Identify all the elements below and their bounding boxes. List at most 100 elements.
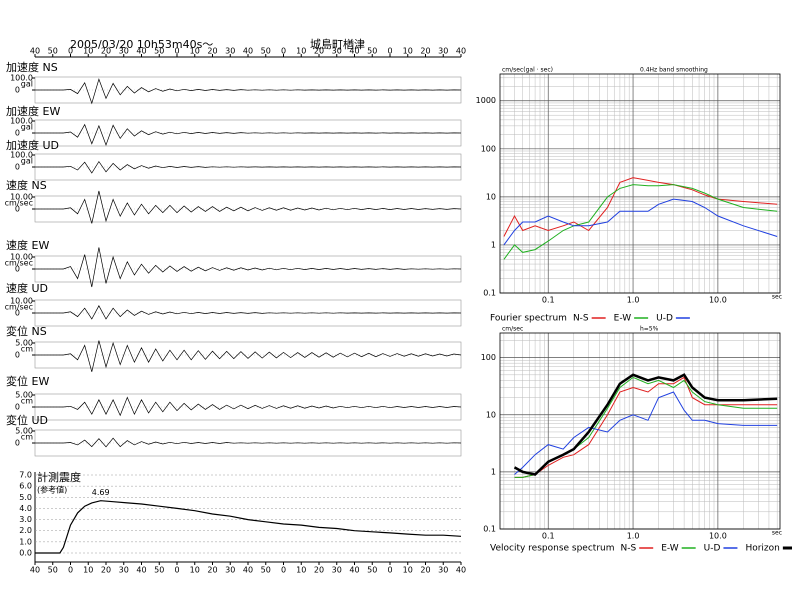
x-tick-label: 0.1	[542, 296, 555, 305]
x-tick-label: 1.0	[627, 532, 640, 541]
legend-label: U-D	[704, 544, 721, 554]
time-tick-label: 0	[68, 566, 73, 575]
trace-name: 加速度 UD	[6, 138, 59, 152]
x-tick-label: 10.0	[709, 296, 727, 305]
time-tick-label: 30	[438, 47, 448, 56]
waveform	[35, 160, 462, 174]
legend-label: E-W	[661, 544, 679, 554]
time-tick-label: 50	[367, 47, 377, 56]
time-tick-label: 40	[456, 566, 466, 575]
time-tick-label: 10	[296, 47, 306, 56]
y-tick-label: 100	[481, 144, 496, 153]
intensity-subtitle: (参考値)	[37, 485, 67, 495]
time-tick-label: 30	[438, 566, 448, 575]
time-tick-label: 30	[119, 566, 129, 575]
trace-name: 速度 NS	[6, 178, 47, 192]
scale-label: 0	[15, 205, 20, 214]
time-tick-label: 40	[30, 47, 40, 56]
y-tick-label: 10	[486, 410, 496, 419]
waveform	[35, 396, 462, 417]
time-tick-label: 50	[261, 566, 271, 575]
time-tick-label: 50	[367, 566, 377, 575]
time-tick-label: 30	[225, 566, 235, 575]
time-tick-label: 10	[403, 566, 413, 575]
scale-unit: gal	[21, 80, 33, 89]
time-tick-label: 20	[207, 47, 217, 56]
time-tick-label: 20	[101, 566, 111, 575]
waveform	[35, 340, 462, 372]
scale-unit: cm/sec	[5, 259, 33, 268]
x-axis-label: sec	[772, 294, 782, 301]
scale-label: 0	[15, 351, 20, 360]
scale-label: 100.0	[10, 74, 33, 83]
time-tick-label: 40	[136, 566, 146, 575]
scale-label: 5.00	[15, 391, 33, 400]
waveform	[35, 78, 462, 105]
y-tick-label: 1	[491, 240, 496, 249]
time-tick-label: 10	[190, 47, 200, 56]
waveform	[35, 437, 462, 448]
y-tick-label: 1000	[476, 96, 496, 105]
scale-unit: gal	[21, 123, 33, 132]
time-tick-label: 20	[314, 566, 324, 575]
scale-label: 0	[15, 129, 20, 138]
time-tick-label: 20	[207, 566, 217, 575]
time-tick-label: 40	[349, 566, 359, 575]
y-tick-label: 6.0	[19, 482, 32, 491]
time-tick-label: 30	[332, 47, 342, 56]
y-tick-label: 0.1	[483, 289, 496, 298]
intensity-line	[35, 500, 462, 554]
y-tick-label: 1.0	[19, 537, 32, 546]
plot-frame	[499, 332, 781, 530]
spectrum-line	[514, 376, 778, 478]
waveform	[35, 123, 462, 147]
scale-unit: cm/sec	[5, 199, 33, 208]
trace-name: 変位 EW	[6, 374, 49, 388]
time-tick-label: 50	[154, 47, 164, 56]
y-tick-label: 5.0	[19, 493, 32, 502]
spectrum-line	[503, 198, 778, 246]
trace-name: 速度 UD	[6, 281, 48, 295]
trace-name: 速度 EW	[6, 238, 49, 252]
legend-title: Velocity response spectrum	[490, 544, 615, 554]
time-tick-label: 0	[68, 47, 73, 56]
waveform	[35, 305, 462, 320]
time-tick-label: 20	[314, 47, 324, 56]
x-tick-label: 10.0	[709, 532, 727, 541]
waveform	[35, 190, 462, 224]
scale-label: 10.00	[10, 297, 33, 306]
y-tick-label: 0.1	[483, 525, 496, 534]
scale-unit: gal	[21, 157, 33, 166]
time-tick-label: 50	[48, 566, 58, 575]
trace-name: 加速度 EW	[6, 104, 60, 118]
y-tick-label: 4.0	[19, 504, 32, 513]
legend-label: U-D	[656, 314, 673, 324]
time-tick-label: 30	[225, 47, 235, 56]
spectrum-line	[513, 373, 778, 476]
time-tick-label: 30	[332, 566, 342, 575]
scale-label: 0	[15, 86, 20, 95]
scale-label: 0	[15, 265, 20, 274]
time-tick-label: 0	[281, 566, 286, 575]
y-tick-label: 0.0	[19, 549, 32, 558]
time-tick-label: 10	[403, 47, 413, 56]
time-tick-label: 10	[83, 566, 93, 575]
time-tick-label: 20	[101, 47, 111, 56]
spectrum-line	[503, 184, 778, 260]
trace-name: 変位 UD	[6, 413, 48, 427]
plot-frame	[499, 73, 781, 294]
scale-label: 0	[15, 439, 20, 448]
chart-subtitle: h=5%	[640, 326, 659, 333]
time-tick-label: 0	[174, 47, 179, 56]
y-tick-label: 10	[486, 192, 496, 201]
time-tick-label: 0	[174, 566, 179, 575]
scale-label: 5.00	[15, 339, 33, 348]
legend-label: Horizon	[745, 544, 779, 554]
peak-label: 4.69	[92, 488, 110, 497]
scale-label: 0	[15, 403, 20, 412]
time-tick-label: 20	[420, 566, 430, 575]
time-tick-label: 50	[261, 47, 271, 56]
time-tick-label: 40	[349, 47, 359, 56]
legend-title: Fourier spectrum	[490, 314, 567, 324]
